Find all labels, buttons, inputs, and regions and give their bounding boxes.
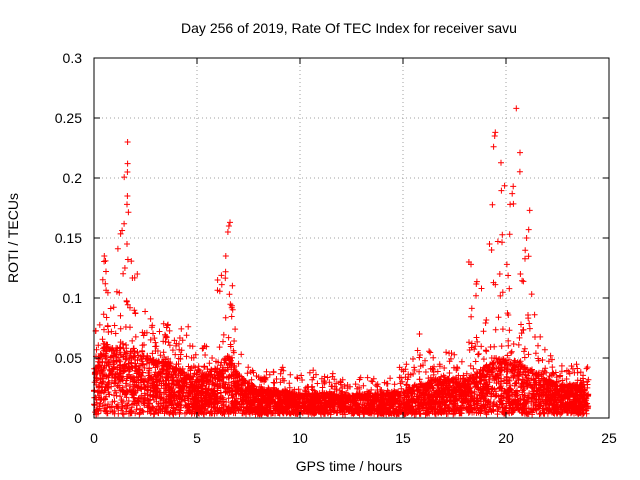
x-tick-label: 0: [90, 430, 98, 446]
x-tick-label: 10: [292, 430, 308, 446]
y-tick-label: 0: [74, 410, 82, 426]
y-tick-label: 0.1: [63, 290, 83, 306]
x-tick-label: 25: [601, 430, 617, 446]
x-tick-label: 20: [498, 430, 514, 446]
y-tick-labels: 0 0.05 0.1 0.15 0.2 0.25 0.3: [55, 50, 82, 426]
roti-markers: [91, 105, 592, 418]
data-points: [91, 105, 592, 418]
axis-ticks: [93, 57, 610, 419]
y-tick-label: 0.05: [55, 350, 82, 366]
chart-title: Day 256 of 2019, Rate Of TEC Index for r…: [181, 20, 517, 36]
y-tick-label: 0.3: [63, 50, 83, 66]
y-tick-label: 0.2: [63, 170, 83, 186]
y-tick-label: 0.15: [55, 230, 82, 246]
x-tick-label: 5: [193, 430, 201, 446]
y-tick-label: 0.25: [55, 110, 82, 126]
grid: [94, 58, 609, 418]
x-tick-label: 15: [395, 430, 411, 446]
x-axis-label: GPS time / hours: [296, 458, 403, 474]
y-axis-label: ROTI / TECUs: [5, 193, 21, 283]
x-tick-labels: 0 5 10 15 20 25: [90, 430, 617, 446]
